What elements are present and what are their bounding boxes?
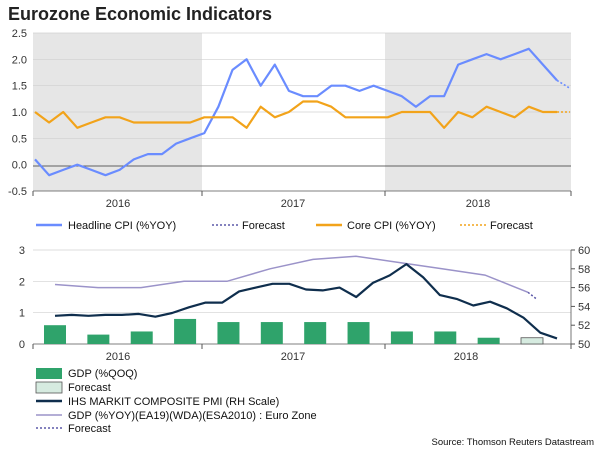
gdp-bar bbox=[87, 334, 110, 344]
gdp-bar bbox=[217, 322, 240, 344]
gdp-pmi-panel: 3 2 1 0 60 58 56 54 52 50 2016 2017 2018 bbox=[19, 245, 590, 363]
top-year-2016: 2016 bbox=[106, 198, 130, 210]
top-ytick-label: -0.5 bbox=[8, 186, 27, 198]
legend-headline-forecast: Forecast bbox=[242, 220, 285, 232]
legend-gdp-qoq: GDP (%QOQ) bbox=[68, 368, 137, 380]
legend-pmi: IHS MARKIT COMPOSITE PMI (RH Scale) bbox=[68, 396, 279, 408]
left-ytick-label: 2 bbox=[19, 276, 25, 288]
bottom-year-2017: 2017 bbox=[281, 351, 305, 363]
gdp-bar bbox=[477, 337, 500, 344]
top-ytick-label: 1.0 bbox=[12, 107, 27, 119]
top-ytick-label: 0.5 bbox=[12, 133, 27, 145]
bottom-year-2016: 2016 bbox=[106, 351, 130, 363]
right-ytick-label: 52 bbox=[578, 320, 590, 332]
left-ytick-label: 0 bbox=[19, 339, 25, 351]
core-cpi-line bbox=[34, 100, 557, 129]
legend-gdp-yoy-forecast: Forecast bbox=[68, 423, 111, 435]
left-ytick-label: 3 bbox=[19, 245, 25, 257]
bottom-legend: GDP (%QOQ) Forecast IHS MARKIT COMPOSITE… bbox=[35, 368, 317, 435]
gdp-bar bbox=[260, 322, 283, 344]
pmi-line bbox=[54, 263, 558, 340]
gdp-bar bbox=[174, 318, 197, 344]
gdp-bar bbox=[434, 331, 457, 344]
legend-headline-cpi: Headline CPI (%YOY) bbox=[68, 220, 176, 232]
legend-core-forecast: Forecast bbox=[490, 220, 533, 232]
headline-cpi-line bbox=[34, 47, 558, 177]
left-ytick-label: 1 bbox=[19, 308, 25, 320]
right-ytick-label: 58 bbox=[578, 264, 590, 276]
legend-gdp-forecast: Forecast bbox=[68, 382, 111, 394]
bottom-year-2018: 2018 bbox=[454, 351, 478, 363]
gdp-bar bbox=[44, 325, 66, 344]
source-note: Source: Thomson Reuters Datastream bbox=[432, 437, 595, 448]
gdp-forecast-bar bbox=[520, 337, 544, 345]
top-ytick-label: 0.0 bbox=[12, 160, 27, 172]
top-legend: Headline CPI (%YOY) Forecast Core CPI (%… bbox=[36, 220, 533, 232]
cpi-panel: 2.5 2.0 1.5 1.0 0.5 0.0 -0.5 2016 2017 2018 bbox=[8, 28, 572, 210]
gdp-yoy-line bbox=[54, 255, 529, 293]
top-ytick-label: 2.0 bbox=[12, 54, 27, 66]
legend-core-cpi: Core CPI (%YOY) bbox=[347, 220, 436, 232]
gdp-bar bbox=[390, 331, 413, 344]
top-ytick-label: 1.5 bbox=[12, 81, 27, 93]
chart-title: Eurozone Economic Indicators bbox=[8, 4, 273, 24]
gdp-yoy-forecast-line bbox=[527, 291, 537, 300]
right-ytick-label: 50 bbox=[578, 339, 590, 351]
right-ytick-label: 56 bbox=[578, 283, 590, 295]
right-ytick-label: 60 bbox=[578, 245, 590, 257]
top-ytick-label: 2.5 bbox=[12, 28, 27, 40]
legend-gdp-yoy: GDP (%YOY)(EA19)(WDA)(ESA2010) : Euro Zo… bbox=[68, 410, 317, 422]
right-ytick-label: 54 bbox=[578, 301, 590, 313]
top-year-2017: 2017 bbox=[281, 198, 305, 210]
gdp-bar bbox=[347, 322, 370, 344]
gdp-bar bbox=[130, 331, 153, 344]
top-year-2018: 2018 bbox=[466, 198, 490, 210]
gdp-bar bbox=[304, 322, 327, 344]
headline-cpi-forecast-line bbox=[556, 79, 571, 89]
